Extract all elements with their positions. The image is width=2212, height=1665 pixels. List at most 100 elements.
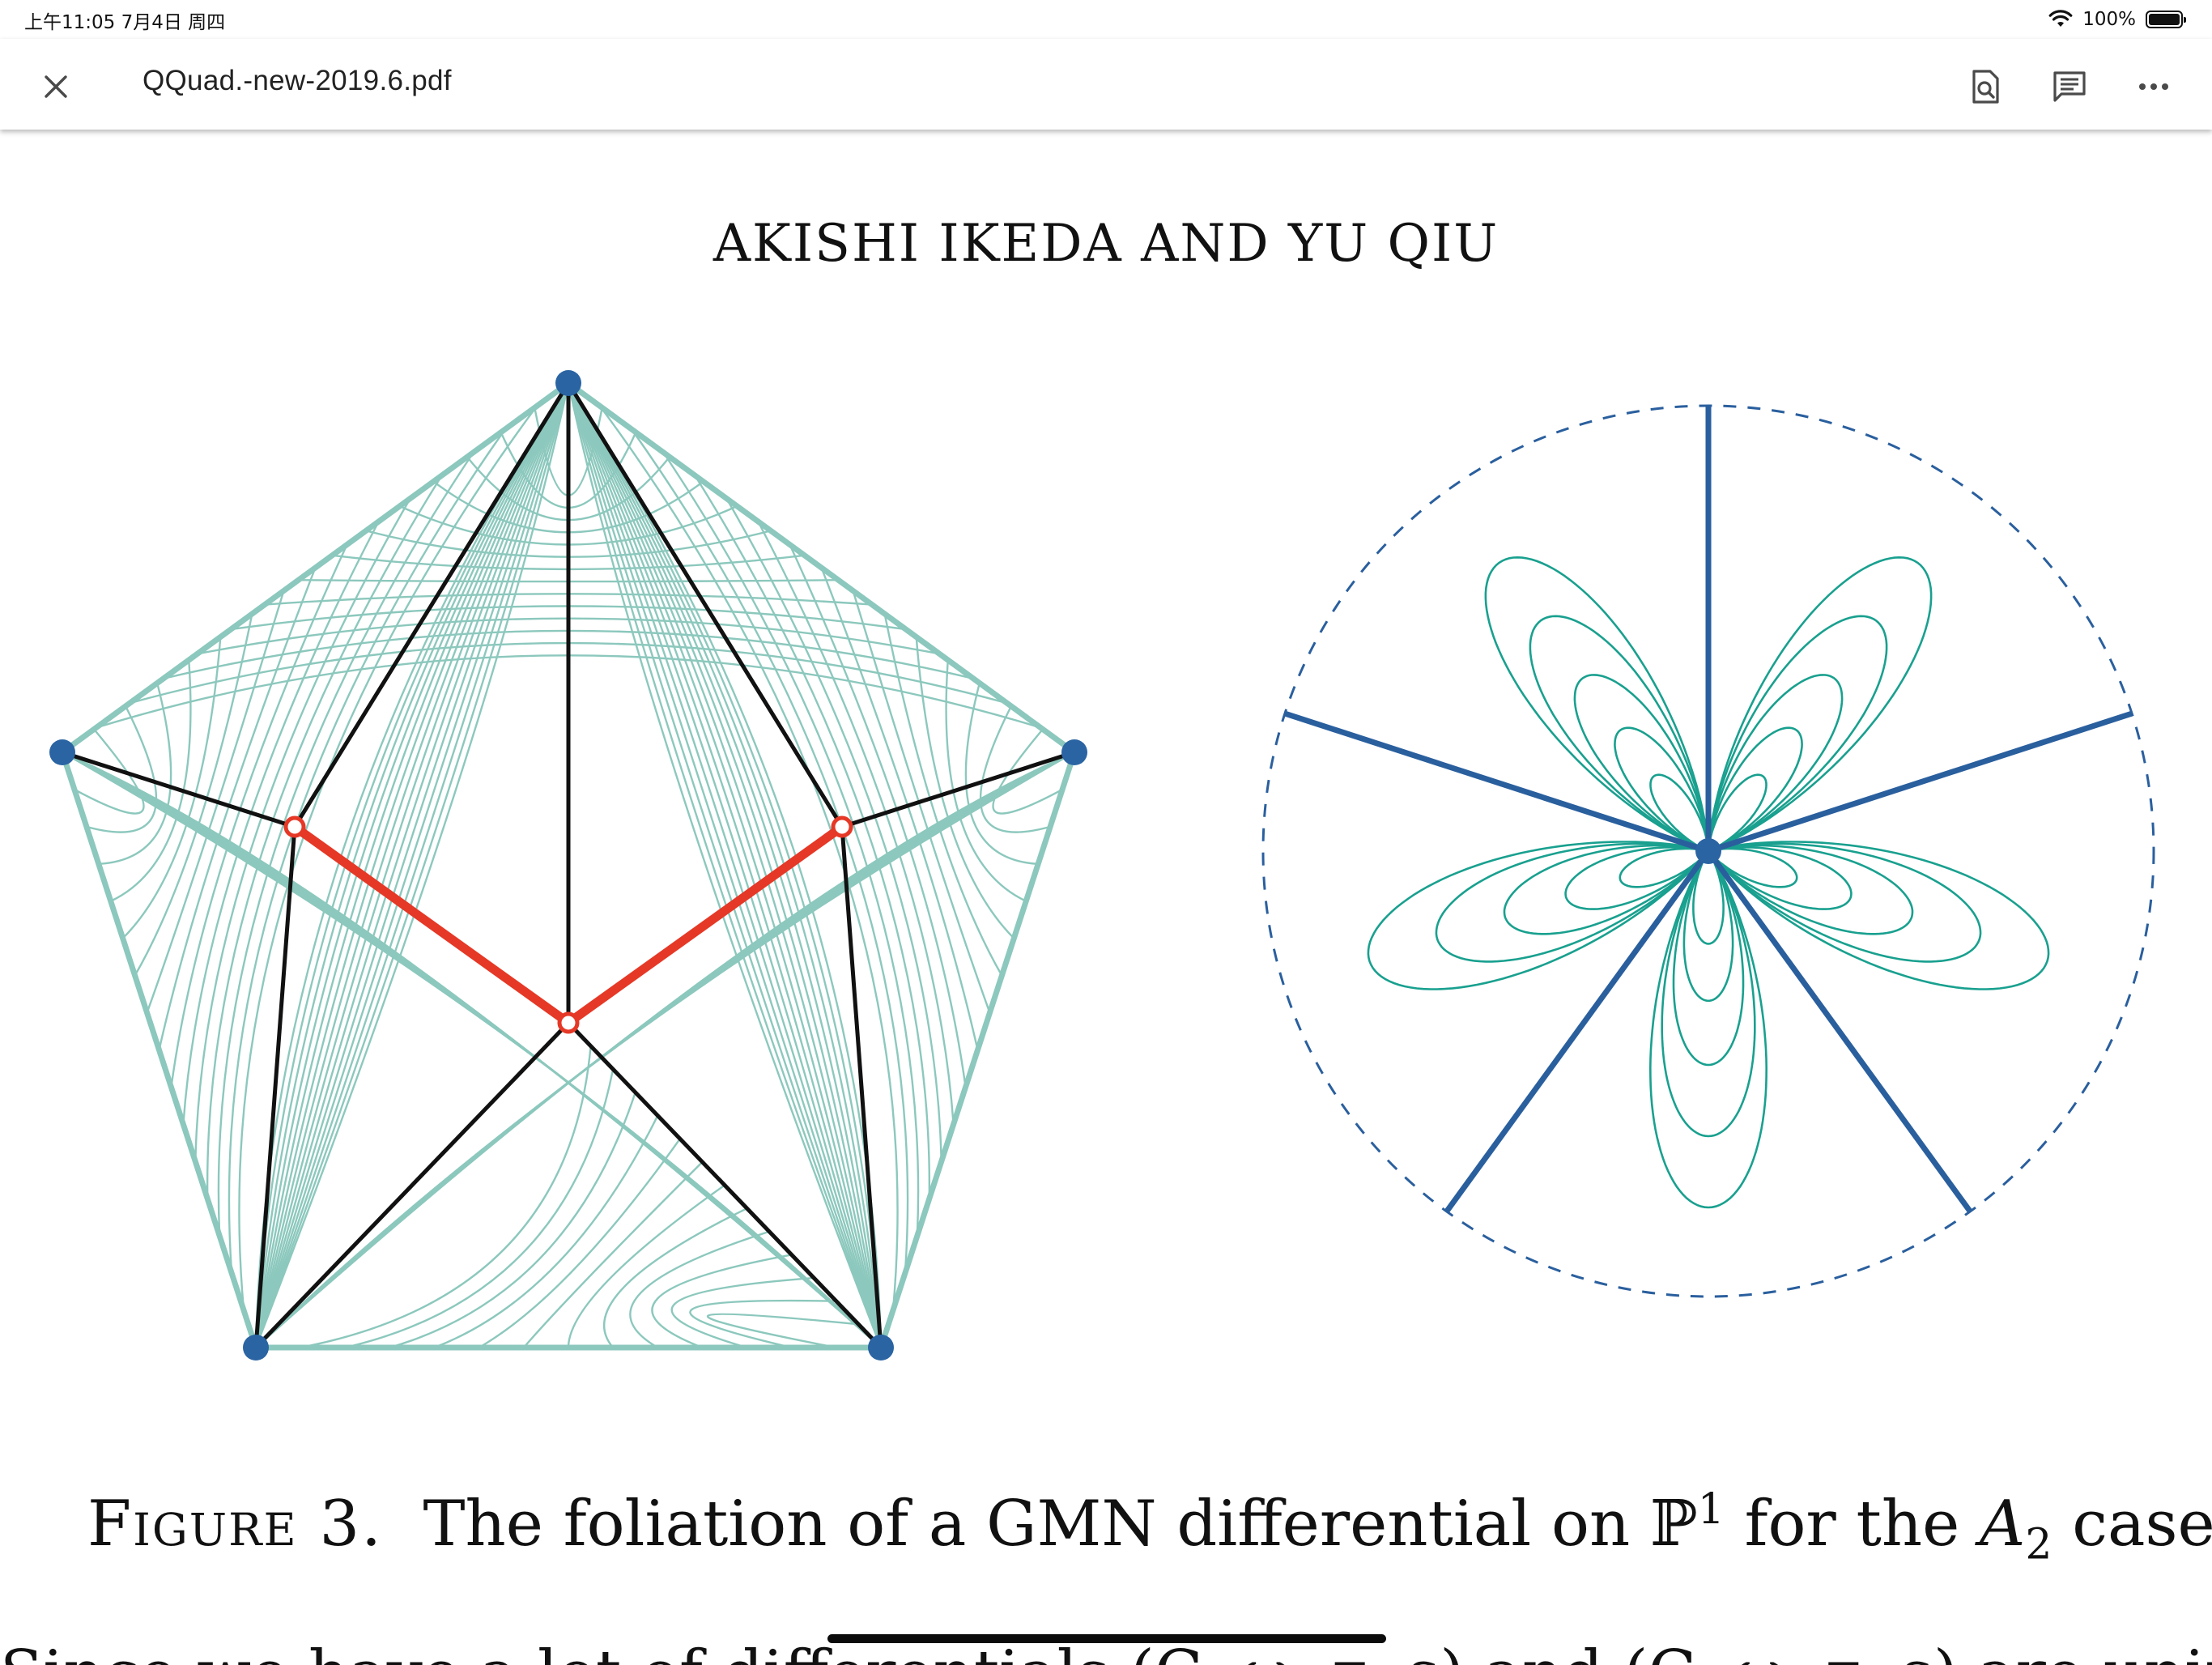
document-title: QQuad.-new-2019.6.pdf: [143, 65, 452, 96]
foliation-leaf: [62, 751, 882, 1348]
foliation-leaf: [255, 751, 1075, 1348]
foliation-leaf: [255, 751, 1075, 1348]
foliation-leaf: [217, 451, 474, 1237]
battery-percent: 100%: [2082, 9, 2136, 30]
foliation-leaf: [707, 1313, 859, 1349]
foliation-curves: [62, 382, 1075, 1349]
petal-curves: [1367, 556, 2050, 1209]
saddle-connection: [564, 822, 847, 1028]
petal-leaf: [1649, 773, 1710, 853]
foliation-leaf: [170, 543, 348, 1088]
foliation-leaf: [567, 382, 883, 1348]
petal-leaf: [1564, 845, 1709, 910]
triangulation-edge: [566, 1020, 883, 1350]
foliation-leaf: [62, 751, 882, 1348]
foliation-leaf: [567, 382, 883, 1348]
separating-ray: [1283, 710, 1710, 854]
foliation-leaf: [254, 382, 570, 1348]
foliation-leaf: [255, 751, 1075, 1348]
foliation-leaf: [567, 382, 883, 1348]
foliation-leaf: [62, 751, 882, 1348]
foliation-leaf: [74, 728, 145, 815]
foliation-leaf: [300, 1045, 592, 1349]
foliation-leaf: [194, 497, 411, 1162]
foliation-leaf: [62, 751, 882, 1348]
triangulation-edge: [840, 750, 1077, 829]
petal-leaf: [1707, 842, 1982, 963]
foliation-leaf: [757, 521, 955, 1125]
foliation-leaf: [254, 382, 570, 1348]
status-bar: 上午11:05 7月4日 周四 100%: [0, 0, 2212, 39]
foliation-leaf: [789, 543, 967, 1088]
foliation-leaf: [62, 751, 882, 1348]
foliation-leaf: [254, 382, 570, 1348]
foliation-leaf: [62, 751, 882, 1348]
more-options-button[interactable]: [2131, 64, 2176, 109]
pole-marker: [243, 1335, 269, 1361]
foliation-leaf: [255, 751, 1075, 1348]
foliation-leaf: [567, 382, 883, 1348]
petal-leaf: [1619, 847, 1710, 888]
comments-button[interactable]: [2047, 64, 2092, 109]
petal-leaf: [1707, 674, 1844, 853]
foliation-leaf: [254, 382, 570, 1348]
petal-leaf: [1692, 850, 1725, 945]
more-horizontal-icon: [2139, 83, 2168, 90]
foliation-leaf: [255, 751, 1075, 1348]
center-zero-marker: [1695, 838, 1721, 864]
foliation-leaf: [689, 1299, 836, 1349]
foliation-leaf: [651, 1254, 792, 1349]
petal-leaf: [1573, 674, 1710, 853]
pentagon-outline: [59, 380, 1078, 1351]
caption-text-1: The foliation of a GMN differential on: [423, 1488, 1651, 1561]
petal-leaf: [1503, 844, 1710, 935]
petal-leaf: [1707, 726, 1803, 853]
foliation-leaf: [254, 382, 570, 1348]
foliation-leaf: [964, 683, 1039, 866]
battery-icon: [2146, 11, 2186, 28]
foliation-leaf: [98, 683, 172, 866]
foliation-leaf: [567, 382, 883, 1348]
foliation-leaf: [629, 1230, 770, 1349]
find-in-document-button[interactable]: [1963, 64, 2008, 109]
foliation-leaf: [254, 382, 570, 1348]
foliation-leaf: [567, 382, 883, 1348]
foliation-leaf: [567, 382, 883, 1348]
foliation-leaf: [62, 751, 882, 1348]
pole-marker: [555, 370, 581, 396]
home-indicator[interactable]: [827, 1634, 1386, 1643]
petal-leaf: [1672, 850, 1745, 1067]
foliation-leaf: [567, 382, 883, 1348]
foliation-leaf: [992, 728, 1063, 815]
petal-leaf: [1707, 844, 1914, 935]
petal-leaf: [1435, 842, 1710, 963]
foliation-leaf: [158, 567, 317, 1050]
foliation-leaf: [182, 521, 380, 1125]
foliation-leaf: [254, 382, 570, 1348]
foliation-leaf: [670, 1276, 815, 1349]
petal-leaf: [1708, 845, 1853, 910]
foliation-leaf: [255, 751, 1075, 1348]
foliation-leaf: [434, 1115, 659, 1349]
separating-ray: [1444, 849, 1711, 1214]
caption-p-symbol: ℙ: [1650, 1488, 1698, 1561]
zero-marker: [283, 815, 306, 838]
foliation-leaf: [694, 475, 931, 1199]
foliation-leaf: [86, 705, 158, 833]
saddle-connections: [290, 822, 847, 1028]
document-search-icon: [1972, 70, 1999, 104]
foliation-leaf: [522, 1161, 704, 1348]
triangulation-edge: [566, 381, 844, 829]
foliation-leaf: [255, 751, 1075, 1348]
close-icon: [45, 75, 67, 98]
close-button[interactable]: [36, 66, 76, 107]
foliation-leaf: [599, 405, 899, 1311]
separating-rays: [1283, 406, 2133, 1214]
foliation-leaf: [567, 382, 883, 1348]
foliation-leaf: [567, 382, 883, 1348]
petal-leaf: [1529, 615, 1710, 853]
foliation-leaf: [567, 1184, 725, 1348]
petal-leaf: [1707, 556, 1933, 853]
foliation-leaf: [255, 751, 1075, 1348]
status-indicators: 100%: [2048, 6, 2186, 33]
